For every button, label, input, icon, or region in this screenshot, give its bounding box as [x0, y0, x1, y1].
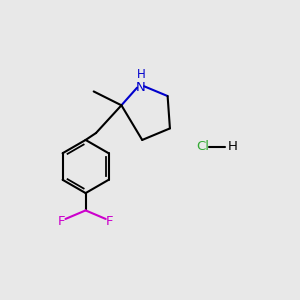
Text: F: F — [106, 215, 114, 229]
Text: N: N — [136, 82, 146, 94]
Text: F: F — [58, 215, 65, 229]
Text: H: H — [227, 140, 237, 153]
Text: Cl: Cl — [196, 140, 209, 153]
Text: H: H — [137, 68, 146, 81]
